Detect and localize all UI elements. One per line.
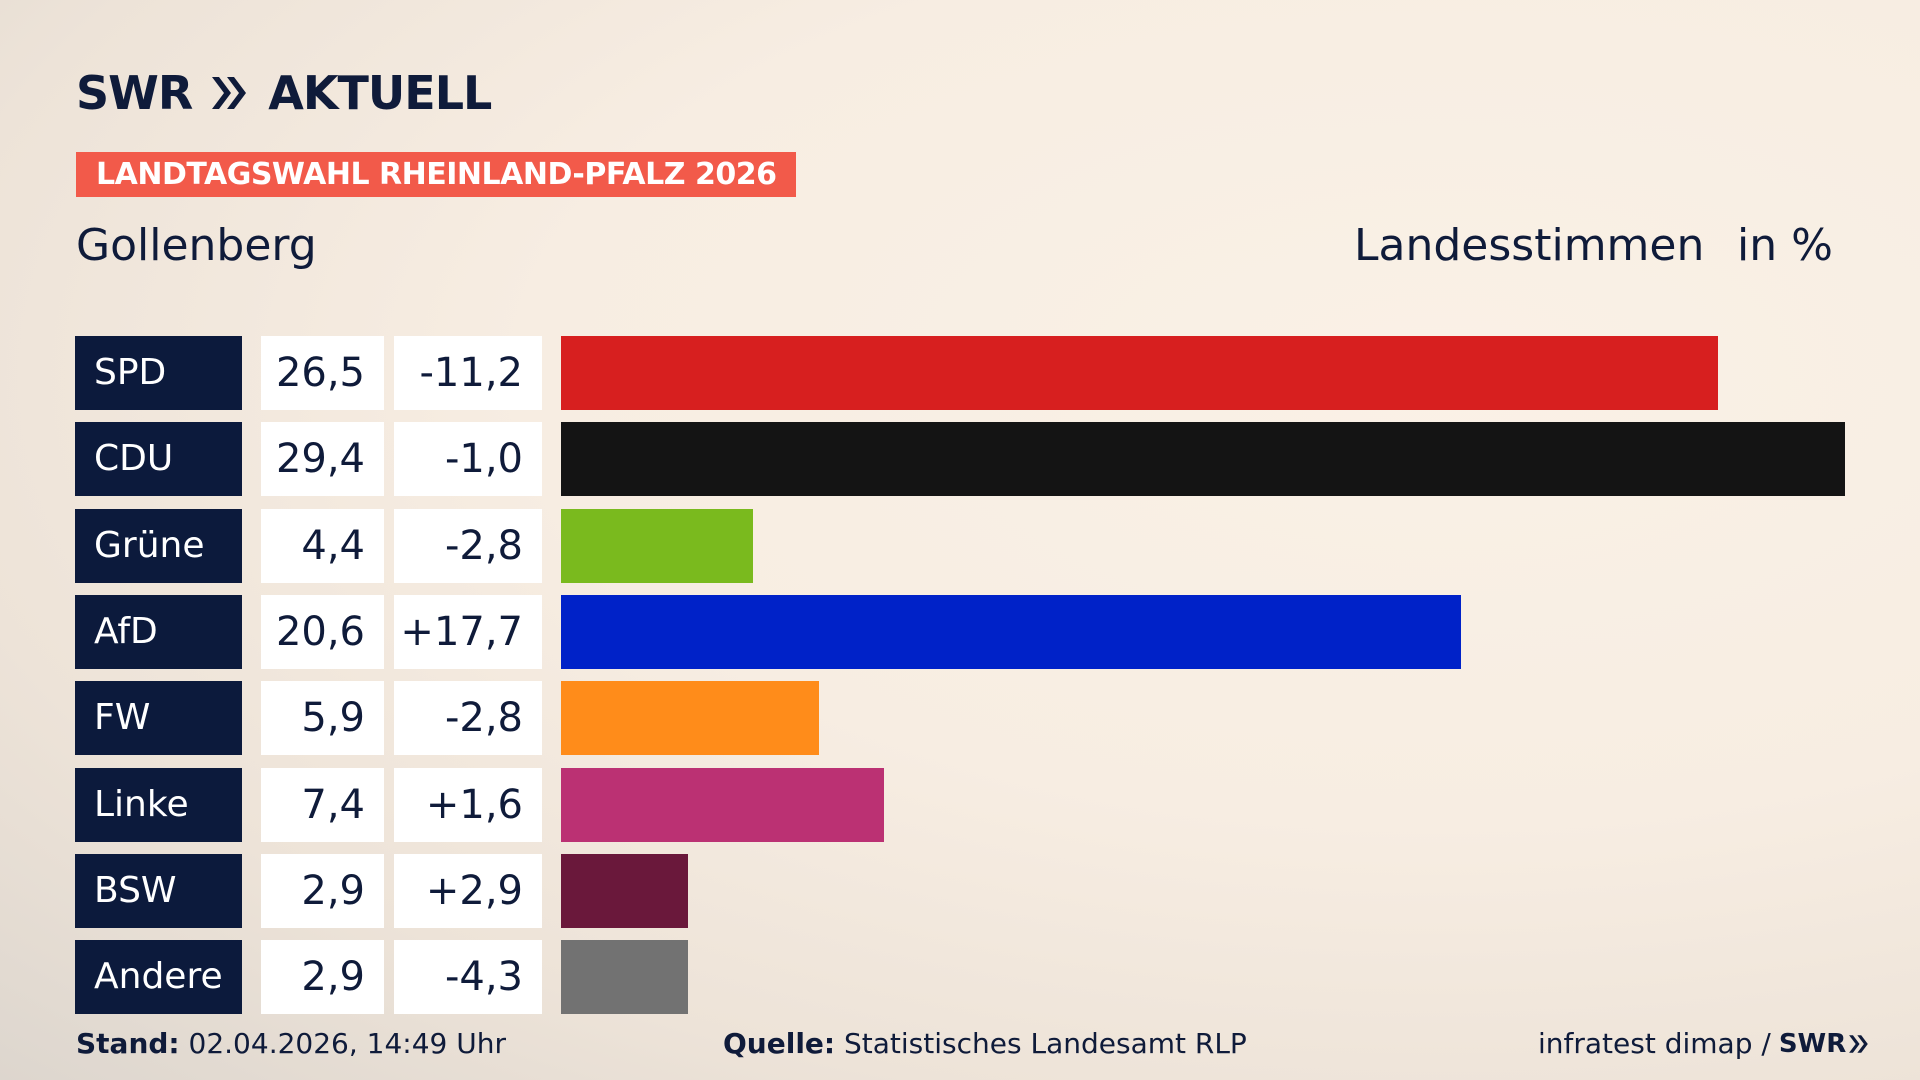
result-bar [561,940,688,1015]
vote-share-label: 20,6 [261,594,384,669]
stand-label: Stand: [76,1027,180,1060]
result-row: AfD 20,6 +17,7 [0,594,1920,669]
vote-share-label: 2,9 [261,853,384,928]
party-label: CDU [75,422,242,497]
result-row: Grüne 4,4 -2,8 [0,508,1920,583]
result-row: Linke 7,4 +1,6 [0,767,1920,842]
metric-label: Landesstimmen [1354,220,1705,271]
credit-text: infratest dimap / [1538,1027,1771,1060]
mini-brand: SWR [1778,1028,1847,1059]
result-row: BSW 2,9 +2,9 [0,853,1920,928]
change-label: -2,8 [394,681,542,756]
swr-aktuell-logo: SWR AKTUELL [76,66,492,120]
change-label: -11,2 [394,336,542,410]
result-bar [561,594,1461,669]
vote-share-label: 2,9 [261,940,384,1015]
mini-chevron-icon [1849,1034,1869,1053]
result-bar [561,767,885,842]
result-row: CDU 29,4 -1,0 [0,422,1920,497]
vote-share-label: 26,5 [261,336,384,410]
footer-credit: infratest dimap / SWR [1538,1027,1870,1060]
result-bar [561,422,1845,497]
result-row: Andere 2,9 -4,3 [0,940,1920,1015]
result-row: FW 5,9 -2,8 [0,681,1920,756]
vote-share-label: 4,4 [261,508,384,583]
party-label: SPD [75,336,242,410]
vote-share-label: 5,9 [261,681,384,756]
source-value: Statistisches Landesamt RLP [844,1027,1247,1060]
result-row: SPD 26,5 -11,2 [0,336,1920,410]
change-label: +1,6 [394,767,542,842]
stand-value: 02.04.2026, 14:49 Uhr [188,1027,506,1060]
swr-mini-logo: SWR [1779,1029,1870,1059]
unit-label: in % [1737,220,1833,271]
result-bar [561,681,819,756]
party-label: FW [75,681,242,756]
result-bar [561,508,754,583]
change-label: +17,7 [394,594,542,669]
footer-stand: Stand: 02.04.2026, 14:49 Uhr [76,1027,506,1060]
party-label: AfD [75,594,242,669]
change-label: -1,0 [394,422,542,497]
election-ribbon: LANDTAGSWAHL RHEINLAND-PFALZ 2026 [76,152,797,197]
change-label: -2,8 [394,508,542,583]
brand-aktuell: AKTUELL [268,66,492,120]
result-bar [561,853,688,928]
party-label: Grüne [75,508,242,583]
party-label: Andere [75,940,242,1015]
change-label: +2,9 [394,853,542,928]
change-label: -4,3 [394,940,542,1015]
party-label: BSW [75,853,242,928]
result-bar [561,336,1719,410]
double-chevron-icon [212,77,247,109]
footer-source: Quelle: Statistisches Landesamt RLP [723,1027,1247,1060]
source-label: Quelle: [723,1027,836,1060]
brand-swr: SWR [76,66,193,120]
vote-share-label: 7,4 [261,767,384,842]
place-title: Gollenberg [76,220,317,271]
party-label: Linke [75,767,242,842]
vote-share-label: 29,4 [261,422,384,497]
